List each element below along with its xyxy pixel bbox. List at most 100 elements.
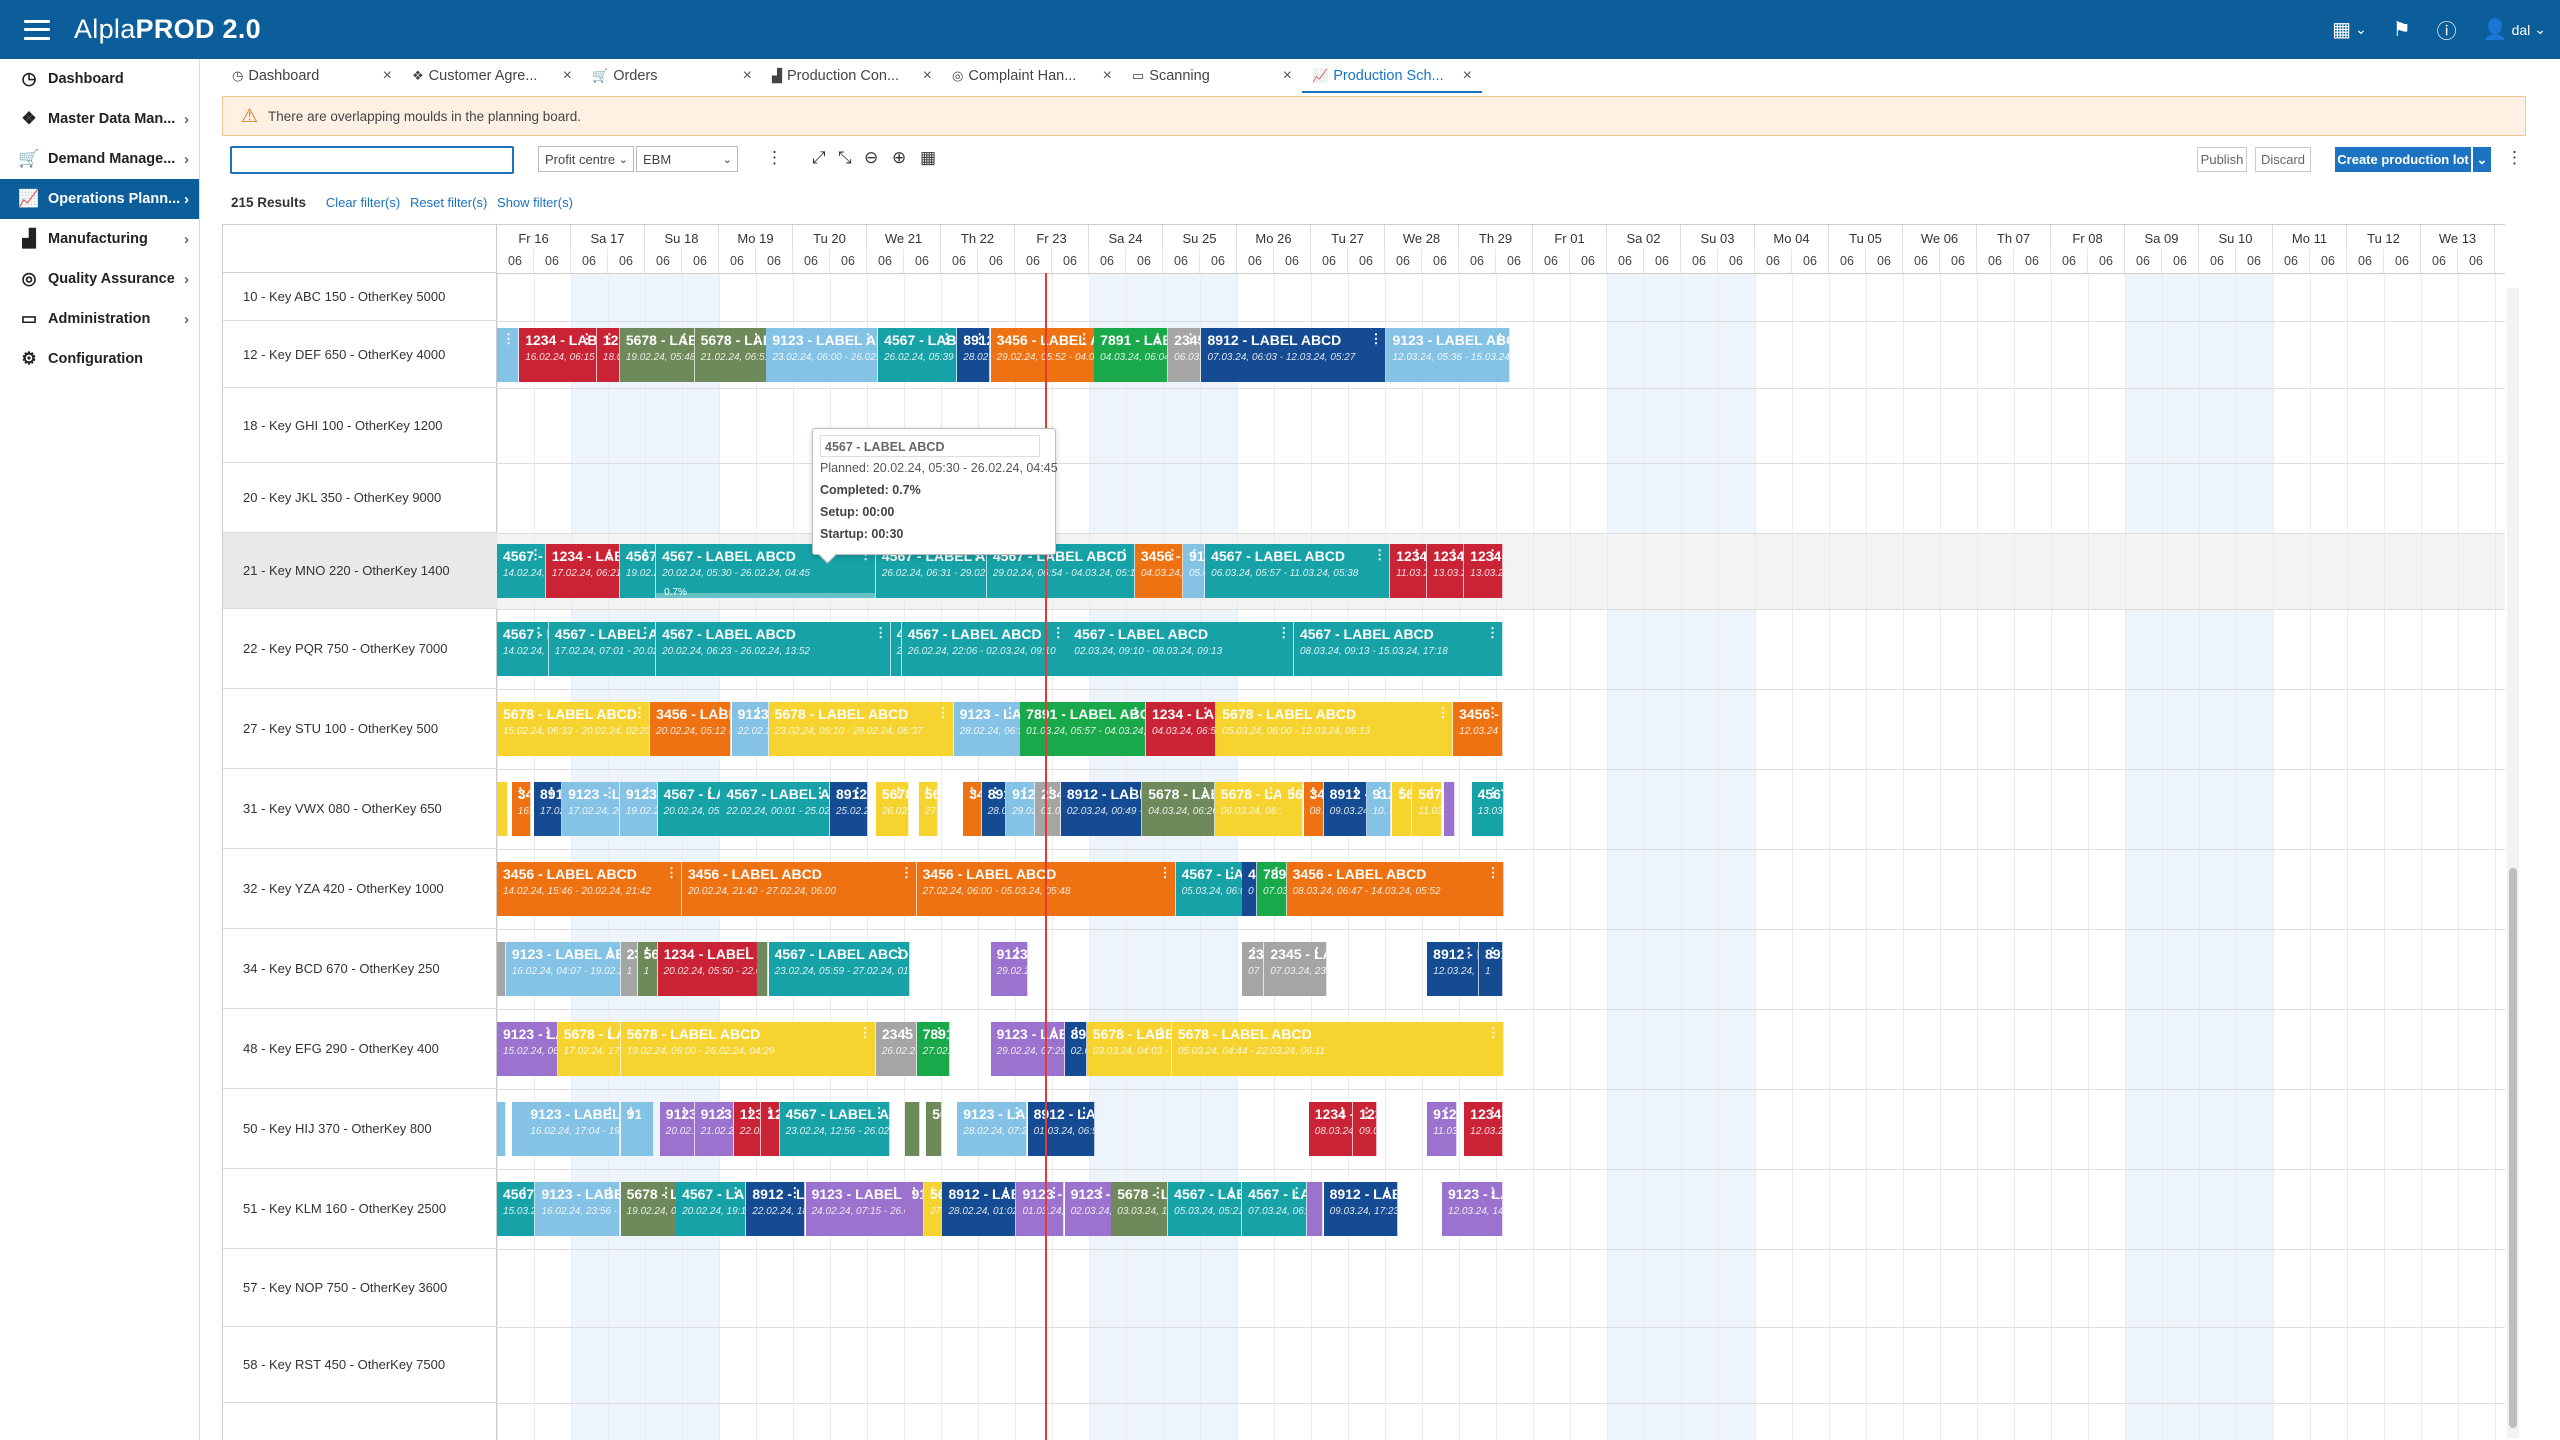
block-menu-icon[interactable]: ⋮: [677, 331, 691, 346]
production-block[interactable]: 5678 - LABEL ABCD 26.02.24 ⋮: [875, 782, 909, 836]
block-menu-icon[interactable]: ⋮: [1447, 547, 1461, 562]
block-menu-icon[interactable]: ⋮: [858, 1025, 872, 1040]
block-menu-icon[interactable]: ⋮: [740, 945, 754, 960]
block-menu-icon[interactable]: ⋮: [899, 1025, 913, 1040]
block-menu-icon[interactable]: ⋮: [518, 1185, 531, 1200]
close-icon[interactable]: ×: [922, 67, 932, 84]
block-menu-icon[interactable]: ⋮: [1187, 547, 1201, 562]
block-menu-icon[interactable]: ⋮: [932, 1025, 946, 1040]
production-block[interactable]: 1234 - LABEL ABCD 22.02 ⋮: [733, 1102, 761, 1156]
block-menu-icon[interactable]: ⋮: [1395, 785, 1409, 800]
production-block[interactable]: 1234 - LABEL ABCD 11.03.24 ⋮: [1390, 544, 1428, 598]
production-block[interactable]: 7891 - LABEL ABCD 07.03.2 ⋮: [1256, 862, 1287, 916]
clear-filters-link[interactable]: Clear filter(s): [325, 195, 401, 210]
sidebar-item-manufacturing[interactable]: ▟ Manufacturing ›: [0, 219, 199, 259]
show-filters-link[interactable]: Show filter(s): [497, 195, 573, 210]
block-menu-icon[interactable]: ⋮: [973, 331, 987, 346]
sidebar-item-demand-manage[interactable]: 🛒 Demand Manage... ›: [0, 139, 199, 179]
block-menu-icon[interactable]: ⋮: [640, 785, 654, 800]
block-menu-icon[interactable]: ⋮: [861, 331, 875, 346]
block-menu-icon[interactable]: ⋮: [1129, 705, 1143, 720]
block-menu-icon[interactable]: ⋮: [1043, 785, 1057, 800]
production-block[interactable]: 5678 - LABEL ABCD 11.03 ⋮: [1412, 782, 1443, 836]
tab-customer-agre[interactable]: ❖ Customer Agre... ×: [402, 63, 582, 89]
production-block[interactable]: 4567 - LABEL ABCD 20.02.24, 06:23 - 26.02…: [656, 622, 892, 676]
block-menu-icon[interactable]: ⋮: [1485, 1185, 1499, 1200]
production-block[interactable]: 5678 - LABEL ABCD 15.02.24, 06:33 - 20.02…: [497, 702, 650, 756]
production-block[interactable]: 9123⋮: [620, 1102, 642, 1156]
production-block[interactable]: 2345 - LABEL ABCD 07.03.24, 23:00 - 09 ⋮: [1264, 942, 1328, 996]
production-block[interactable]: 9123 - LABEL ABCD 16.02.24, 17:04 - 19.02…: [524, 1102, 621, 1156]
production-block[interactable]: 8912 - LABEL ABCD 09.03.24, 17:23 - 11.03…: [1323, 1182, 1398, 1236]
block-menu-icon[interactable]: ⋮: [1380, 1185, 1394, 1200]
block-menu-icon[interactable]: ⋮: [1198, 705, 1212, 720]
production-block[interactable]: 5678 - LABEL ABCD 05.03.24, 04:44 - 22.03…: [1171, 1022, 1504, 1076]
close-icon[interactable]: ×: [742, 67, 752, 84]
production-block[interactable]: [757, 942, 769, 996]
block-menu-icon[interactable]: ⋮: [580, 331, 594, 346]
user-menu[interactable]: 👤 dal ⌄: [2482, 19, 2546, 41]
production-block[interactable]: 8912 - LABEL ABCD 09.03.24 ⋮: [1323, 782, 1367, 836]
block-menu-icon[interactable]: ⋮: [545, 785, 558, 800]
production-block[interactable]: 4567 - LABEL ABCD 23.02.24, 05:59 - 27.02…: [768, 942, 910, 996]
production-block[interactable]: [641, 1102, 655, 1156]
production-block[interactable]: 9123 - LABEL ABCD 12.03.24, 05:36 - 15.03…: [1386, 328, 1511, 382]
block-menu-icon[interactable]: ⋮: [502, 331, 515, 346]
block-menu-icon[interactable]: ⋮: [1003, 705, 1017, 720]
block-menu-icon[interactable]: ⋮: [1486, 785, 1500, 800]
block-menu-icon[interactable]: ⋮: [1290, 1185, 1304, 1200]
block-menu-icon[interactable]: ⋮: [1486, 705, 1500, 720]
block-menu-icon[interactable]: ⋮: [1306, 785, 1320, 800]
collapse-icon[interactable]: ⤡: [838, 148, 852, 167]
production-block[interactable]: 1234 09.0 ⋮: [1353, 1102, 1378, 1156]
block-menu-icon[interactable]: ⋮: [1349, 785, 1363, 800]
production-block[interactable]: 2345 - LABEL ABCD 26.02.24 ⋮: [875, 1022, 917, 1076]
close-icon[interactable]: ×: [1282, 67, 1292, 84]
production-block[interactable]: [511, 1102, 525, 1156]
block-menu-icon[interactable]: ⋮: [872, 1105, 886, 1120]
production-block[interactable]: 9123 - LABEL ABCD 05.0 ⋮: [1182, 544, 1205, 598]
production-block[interactable]: 4567 - LABEL ABCD 08.03.24, 09:13 - 15.03…: [1293, 622, 1503, 676]
production-block[interactable]: 2345 - LABEL ABCD01.0⋮: [1034, 782, 1061, 836]
production-block[interactable]: 5678 - LABEL ABCD 05.03.24, 06:00 - 12.03…: [1216, 702, 1454, 756]
production-block[interactable]: 7891 - LABEL ABCD 27.02.24 ⋮: [916, 1022, 950, 1076]
production-block[interactable]: 4567 - LABEL ABCD 26.: [890, 622, 902, 676]
production-block[interactable]: 9123 - LABEL ABCD 12.03.24, 14:59 - 15 ⋮: [1441, 1182, 1503, 1236]
production-block[interactable]: 9123 - LABEL ABCD 16.02.24, 23:56 - 19.02…: [535, 1182, 621, 1236]
block-menu-icon[interactable]: ⋮: [1165, 547, 1179, 562]
ebm-select[interactable]: EBM ⌄: [636, 146, 738, 172]
block-menu-icon[interactable]: ⋮: [1493, 331, 1507, 346]
production-block[interactable]: [905, 1102, 921, 1156]
production-block[interactable]: 5678 - LABEL ABCD 19.02.24, 06:00 - 26.02…: [620, 1022, 876, 1076]
production-block[interactable]: 1234 - LABEL ABCD 04.03.24, 06:51 - 06.03…: [1145, 702, 1216, 756]
production-block[interactable]: 4567 - LABEL ABCD 07.03.24, 06:04 - 09.03…: [1242, 1182, 1308, 1236]
block-menu-icon[interactable]: ⋮: [940, 331, 954, 346]
block-menu-icon[interactable]: ⋮: [1154, 1025, 1168, 1040]
production-block[interactable]: 7891 - LABEL ABCD 04.03.24, 06:04 - 06.03…: [1094, 328, 1169, 382]
block-menu-icon[interactable]: ⋮: [1225, 1185, 1239, 1200]
production-block[interactable]: 3456 - LABEL ABCD 20.02.24, 21:42 - 27.02…: [682, 862, 917, 916]
block-menu-icon[interactable]: ⋮: [659, 1185, 673, 1200]
calendar-icon[interactable]: ▦: [920, 148, 937, 167]
production-block[interactable]: 5678 - LABEL ABCD 23.02.24, 06:10 - 28.02…: [768, 702, 954, 756]
production-block[interactable]: 5678: [926, 1102, 943, 1156]
production-block[interactable]: 1234 - LABEL ABCD 12.03.24, 07:12 - 14 ⋮: [1464, 1102, 1504, 1156]
close-icon[interactable]: ×: [382, 67, 392, 84]
close-icon[interactable]: ×: [562, 67, 572, 84]
production-block[interactable]: 1234 - LABEL ABCD 16.02.24, 06:15 - 18.02…: [519, 328, 598, 382]
production-block[interactable]: 4567 - LABEL ABCD 06.03.24, 05:57 - 11.03…: [1205, 544, 1391, 598]
production-block[interactable]: 9123 - LABEL ABCD 29.02.24 ⋮: [990, 942, 1028, 996]
block-menu-icon[interactable]: ⋮: [1151, 1185, 1165, 1200]
block-menu-icon[interactable]: ⋮: [1094, 1185, 1108, 1200]
block-menu-icon[interactable]: ⋮: [743, 1105, 757, 1120]
block-menu-icon[interactable]: ⋮: [1310, 945, 1324, 960]
block-menu-icon[interactable]: ⋮: [813, 785, 827, 800]
production-block[interactable]: 5678⋮: [1281, 782, 1304, 836]
reset-filters-link[interactable]: Reset filter(s): [409, 195, 488, 210]
zoom-in-icon[interactable]: ⊕: [892, 148, 907, 167]
production-block[interactable]: [1307, 1182, 1324, 1236]
block-menu-icon[interactable]: ⋮: [603, 945, 617, 960]
block-menu-icon[interactable]: ⋮: [529, 547, 542, 562]
production-block[interactable]: [497, 1102, 506, 1156]
block-menu-icon[interactable]: ⋮: [1436, 705, 1450, 720]
